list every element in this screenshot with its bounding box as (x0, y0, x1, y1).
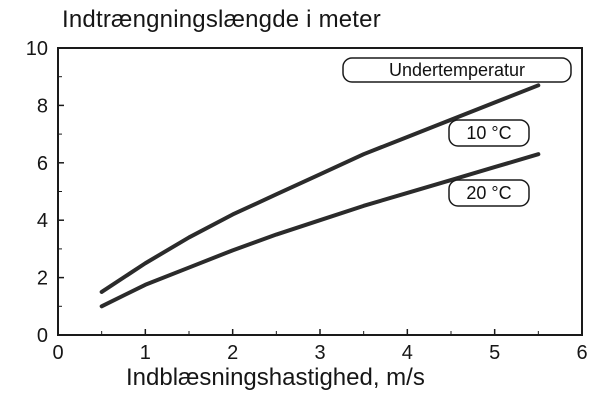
annotation-box (342, 57, 572, 83)
annotation-label: 10 °C (466, 123, 511, 143)
x-tick-label: 4 (402, 342, 413, 364)
series-line-1 (99, 83, 541, 294)
tick-labels: 0 1 2 3 4 5 6 0 2 4 6 8 10 (26, 38, 588, 364)
x-tick-label: 2 (227, 342, 238, 364)
y-tick-label: 2 (37, 268, 48, 290)
series-annotations: Undertemperatur 10 °C 20 °C (342, 57, 572, 207)
x-tick-label: 1 (140, 342, 151, 364)
series-lines (99, 83, 541, 309)
x-axis-label: Indblæsningshastighed, m/s (126, 364, 425, 391)
x-tick-label: 3 (314, 342, 325, 364)
plot-axes (57, 47, 583, 336)
annotation-label: Undertemperatur (389, 60, 525, 80)
y-tick-label: 8 (37, 95, 48, 117)
y-tick-label: 0 (37, 325, 48, 347)
annotation-label: 20 °C (466, 183, 511, 203)
annotation-box (448, 119, 530, 147)
x-tick-label: 5 (489, 342, 500, 364)
x-tick-label: 0 (52, 342, 63, 364)
x-tick-label: 6 (576, 342, 587, 364)
annotation-box (448, 179, 530, 207)
y-tick-label: 6 (37, 153, 48, 175)
y-tick-label: 4 (37, 210, 48, 232)
y-tick-label: 10 (26, 38, 48, 60)
chart-title: Indtrængningslængde i meter (62, 6, 381, 33)
series-line-2 (99, 152, 541, 309)
